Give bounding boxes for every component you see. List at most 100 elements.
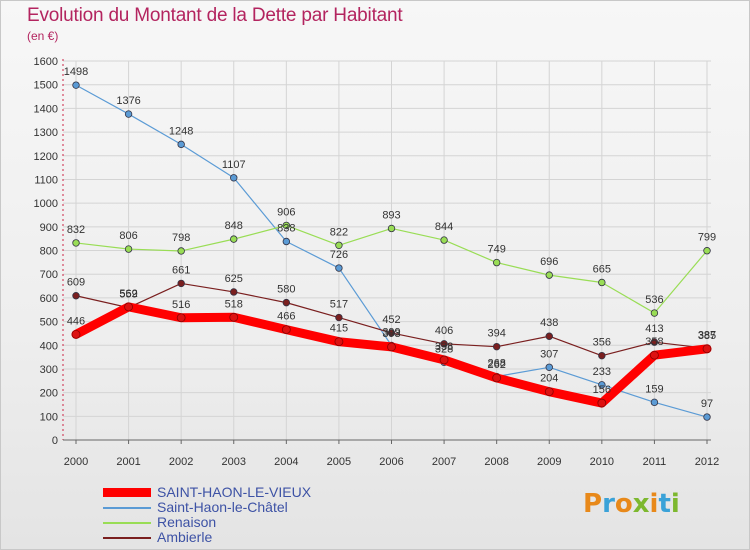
logo-letter: i [649,489,659,519]
proxiti-logo: Proxiti [583,489,680,519]
data-label-3: 609 [67,277,85,289]
y-tick-label: 300 [40,364,58,376]
series-point-0 [334,337,344,347]
series-point-2 [72,239,80,247]
series-point-1 [282,237,291,246]
series-point-3 [230,288,238,296]
series-point-2 [282,221,291,230]
series-point-0 [492,373,502,383]
series-point-1 [72,81,80,89]
x-tick-label: 2004 [274,456,298,468]
data-label-2: 799 [698,232,716,244]
logo-letter: P [583,489,603,519]
data-label-3: 394 [487,328,505,340]
series-point-0 [176,313,186,323]
data-label-3: 452 [382,314,400,326]
legend: SAINT-HAON-LE-VIEUX Saint-Haon-le-Châtel R… [103,485,311,545]
series-point-3 [650,338,659,346]
legend-item: Renaison [103,515,311,530]
data-label-3: 580 [277,284,295,296]
y-tick-label: 400 [40,340,58,352]
logo-letter: i [670,489,680,519]
data-label-1: 159 [645,383,663,395]
data-label-0: 156 [593,384,611,396]
data-label-0: 466 [277,311,295,323]
data-label-2: 848 [225,220,243,232]
series-point-1 [177,140,185,149]
series-point-3 [72,292,80,300]
y-tick-label: 1300 [34,127,58,139]
data-label-1: 97 [701,398,713,410]
chart-subtitle: (en €) [27,29,59,43]
data-label-1: 1498 [64,66,88,78]
series-point-0 [281,325,291,335]
data-label-1: 1376 [116,95,140,107]
legend-label: SAINT-HAON-LE-VIEUX [157,484,312,500]
series-point-3 [282,298,291,307]
data-label-3: 438 [540,317,558,329]
logo-letter: x [632,489,650,519]
series-point-0 [439,355,449,365]
x-tick-label: 2009 [537,456,561,468]
data-label-0: 518 [225,298,243,310]
x-tick-label: 2010 [590,456,614,468]
data-label-0: 446 [67,315,85,327]
y-tick-label: 1100 [34,174,58,186]
series-point-2 [545,271,553,279]
data-label-2: 536 [645,294,663,306]
data-label-2: 665 [593,263,611,275]
data-label-0: 562 [119,288,137,300]
series-point-2 [124,245,133,253]
data-label-0: 262 [487,359,505,371]
series-point-0 [544,387,554,397]
y-tick-label: 100 [40,411,58,423]
series-point-0 [597,398,607,408]
series-point-3 [335,313,343,322]
y-tick-label: 500 [40,317,58,329]
series-point-2 [703,247,711,255]
series-point-0 [650,350,659,360]
data-label-3: 517 [330,299,348,311]
series-point-2 [598,278,606,287]
data-label-3: 625 [225,273,243,285]
y-tick-label: 1000 [34,198,58,210]
data-label-1: 399 [382,326,400,338]
x-tick-label: 2005 [327,456,351,468]
y-tick-label: 800 [40,246,58,258]
series-point-1 [598,381,606,389]
data-label-1: 1107 [222,159,246,171]
series-point-3 [492,342,501,351]
data-label-1: 838 [277,222,295,234]
y-tick-label: 200 [40,388,58,400]
data-label-0: 204 [540,373,558,385]
series-point-2 [492,258,501,267]
y-tick-label: 0 [52,435,58,447]
data-label-0: 385 [698,330,716,342]
series-point-3 [545,332,553,340]
legend-label: Saint-Haon-le-Châtel [157,499,288,515]
y-tick-label: 700 [40,269,58,281]
data-label-2: 798 [172,232,190,244]
series-point-2 [387,224,396,233]
y-tick-label: 900 [40,222,58,234]
data-label-1: 1248 [169,125,193,137]
legend-swatch [103,521,151,524]
legend-item: SAINT-HAON-LE-VIEUX [103,485,311,500]
legend-label: Renaison [157,514,217,530]
series-point-0 [71,329,81,339]
data-label-3: 387 [698,329,716,341]
legend-label: Ambierle [157,529,213,545]
data-label-1: 307 [540,348,558,360]
series-point-2 [230,235,238,243]
logo-letter: t [658,489,671,519]
series-point-1 [335,264,343,272]
legend-item: Ambierle [103,530,311,545]
data-label-3: 413 [645,323,663,335]
legend-swatch [103,536,151,539]
logo-letter: r [602,489,615,519]
x-tick-label: 2006 [379,456,403,468]
x-tick-label: 2003 [222,456,246,468]
series-point-2 [335,241,343,249]
chart-title: Evolution du Montant de la Dette par Hab… [27,5,403,26]
